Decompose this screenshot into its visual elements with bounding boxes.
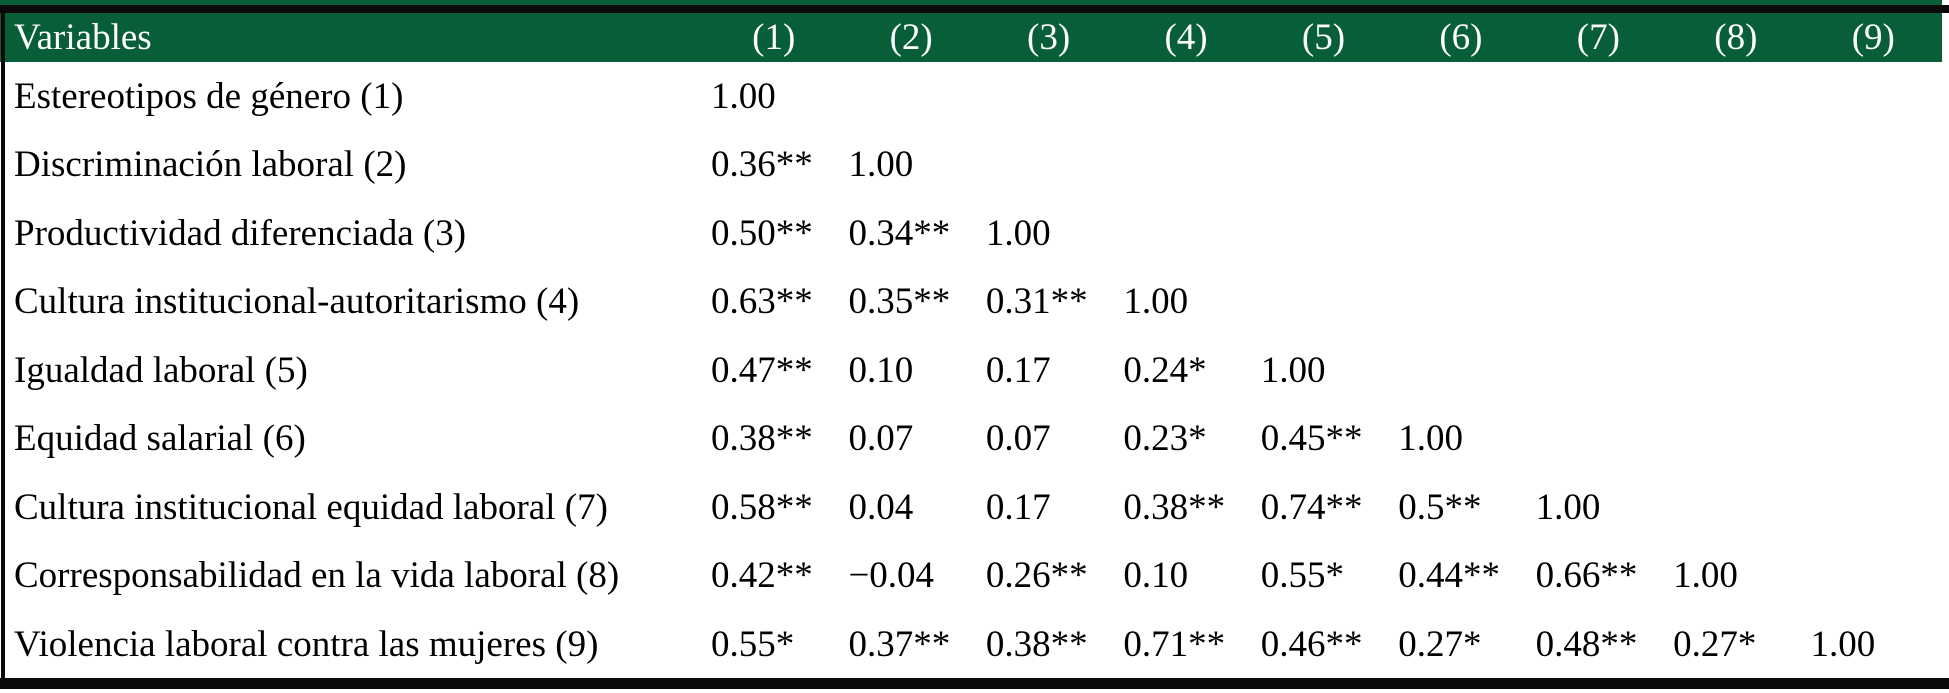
corr-value-cell: −0.04 <box>848 555 935 597</box>
row-label: Igualdad laboral (5) <box>14 349 308 391</box>
corr-value-cell: 0.5** <box>1398 486 1482 528</box>
corr-value-cell: 1.00 <box>848 144 914 186</box>
row-label: Cultura institucional equidad laboral (7… <box>14 486 608 528</box>
column-header-8: (8) <box>1714 17 1758 58</box>
corr-value-cell: 0.58** <box>711 486 813 528</box>
corr-value-cell: 0.36** <box>711 144 813 186</box>
column-header-5: (5) <box>1301 17 1346 58</box>
corr-value-cell: 0.34** <box>848 212 951 254</box>
corr-value-cell: 0.44** <box>1398 555 1500 597</box>
column-header-2: (2) <box>889 17 933 58</box>
corr-value-cell: 1.00 <box>985 212 1051 254</box>
row-label: Cultura institucional-autoritarismo (4) <box>14 281 580 323</box>
corr-value-cell: 0.46** <box>1260 623 1363 665</box>
corr-value-cell: 1.00 <box>1810 623 1876 665</box>
column-header-variables: Variables <box>14 17 152 58</box>
corr-value-cell: 1.00 <box>711 75 776 117</box>
table-row: Cultura institucional equidad laboral (7… <box>0 473 1942 542</box>
table-row: Estereotipos de género (1) 1.00 <box>0 62 1942 131</box>
top-green-strip <box>0 0 1942 5</box>
corr-value-cell: 0.10 <box>1123 555 1189 597</box>
row-label: Equidad salarial (6) <box>14 418 306 460</box>
corr-value-cell: 0.55* <box>1260 555 1345 597</box>
corr-value-cell: 0.48** <box>1535 623 1638 665</box>
corr-value-cell: 0.27* <box>1673 623 1757 665</box>
table-body: Estereotipos de género (1) 1.00 Discrimina… <box>0 62 1942 679</box>
corr-value-cell: 0.10 <box>848 349 914 391</box>
corr-value-cell: 0.74** <box>1260 486 1363 528</box>
bottom-border-rule <box>0 678 1949 689</box>
corr-value-cell: 0.71** <box>1123 623 1226 665</box>
column-header-9: (9) <box>1851 17 1895 58</box>
corr-value-cell: 1.00 <box>1673 555 1738 597</box>
corr-value-cell: 0.24* <box>1123 349 1207 391</box>
corr-value-cell: 0.45** <box>1260 418 1363 460</box>
table-row: Igualdad laboral (5) 0.47** 0.10 0.17 0.24* 1… <box>0 336 1942 405</box>
corr-value-cell: 0.37** <box>848 623 951 665</box>
corr-value-cell: 0.38** <box>985 623 1088 665</box>
corr-value-cell: 0.50** <box>711 212 813 254</box>
table-row: Cultura institucional-autoritarismo (4) 0… <box>0 268 1942 337</box>
corr-value-cell: 0.66** <box>1535 555 1638 597</box>
row-label: Violencia laboral contra las mujeres (9) <box>14 623 599 665</box>
corr-value-cell: 1.00 <box>1398 418 1463 460</box>
row-label: Discriminación laboral (2) <box>14 144 407 186</box>
corr-value-cell: 0.63** <box>711 281 813 323</box>
table-row: Discriminación laboral (2) 0.36** 1.00 <box>0 131 1942 200</box>
corr-value-cell: 1.00 <box>1535 486 1601 528</box>
column-header-7: (7) <box>1576 17 1620 58</box>
column-header-4: (4) <box>1164 17 1208 58</box>
corr-value-cell: 0.23* <box>1123 418 1207 460</box>
corr-value-cell: 0.17 <box>985 349 1051 391</box>
corr-value-cell: 0.42** <box>711 555 813 597</box>
column-header-1: (1) <box>752 17 796 58</box>
corr-value-cell: 0.38** <box>711 418 813 460</box>
corr-value-cell: 0.31** <box>985 281 1088 323</box>
column-header-6: (6) <box>1439 17 1483 58</box>
left-border-rule <box>1 5 5 689</box>
corr-value-cell: 0.27* <box>1398 623 1482 665</box>
corr-value-cell: 0.26** <box>985 555 1088 597</box>
row-label: Corresponsabilidad en la vida laboral (8… <box>14 555 620 597</box>
corr-value-cell: 0.07 <box>985 418 1051 460</box>
row-label: Productividad diferenciada (3) <box>14 212 467 254</box>
column-header-3: (3) <box>1027 17 1071 58</box>
corr-value-cell: 0.47** <box>711 349 813 391</box>
table-row: Corresponsabilidad en la vida laboral (8… <box>0 542 1942 611</box>
table-row: Equidad salarial (6) 0.38** 0.07 0.07 0.23* 0… <box>0 405 1942 474</box>
corr-value-cell: 0.17 <box>985 486 1051 528</box>
corr-value-cell: 0.07 <box>848 418 914 460</box>
corr-value-cell: 1.00 <box>1123 281 1189 323</box>
corr-value-cell: 1.00 <box>1260 349 1326 391</box>
table-header-row: Variables (1) (2) (3) (4) (5) (6) (7) (8) (9) <box>0 13 1942 62</box>
row-label: Estereotipos de género (1) <box>14 75 404 117</box>
corr-value-cell: 0.55* <box>711 623 795 665</box>
table-row: Productividad diferenciada (3) 0.50** 0.34… <box>0 199 1942 268</box>
corr-value-cell: 0.38** <box>1123 486 1226 528</box>
table-row: Violencia laboral contra las mujeres (9)… <box>0 610 1942 679</box>
corr-value-cell: 0.04 <box>848 486 914 528</box>
top-border-rule <box>0 5 1949 13</box>
corr-value-cell: 0.35** <box>848 281 951 323</box>
